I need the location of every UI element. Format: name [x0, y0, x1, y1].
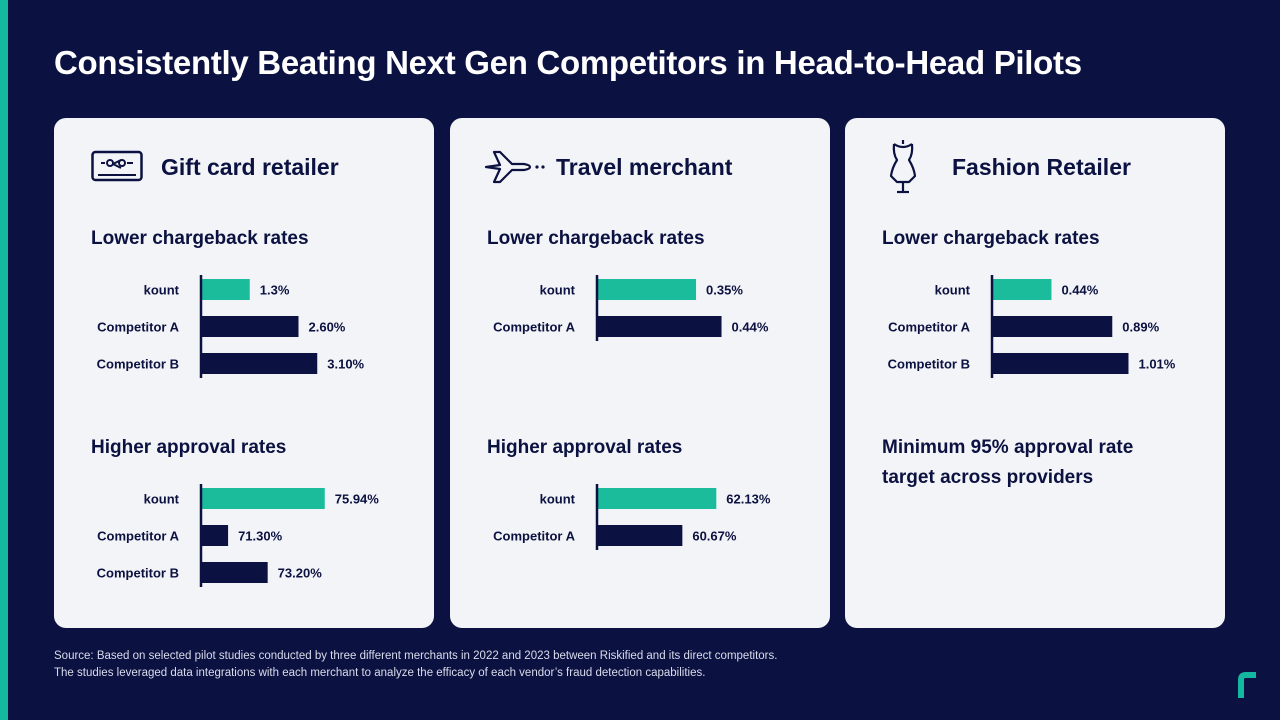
category-label: Competitor B: [97, 566, 179, 581]
approval-chart: kount 62.13% Competitor A 60.67%: [493, 484, 771, 550]
category-label: kount: [540, 283, 576, 298]
card-header: Gift card retailer: [54, 118, 434, 218]
value-label: 60.67%: [692, 529, 737, 544]
category-label: Competitor A: [97, 320, 179, 335]
category-label: kount: [540, 492, 576, 507]
section-title: Lower chargeback rates: [487, 228, 705, 249]
value-label: 2.60%: [309, 320, 346, 335]
gift-card-icon: [91, 150, 143, 187]
section-title: Lower chargeback rates: [91, 228, 309, 249]
approval-chart: kount 75.94% Competitor A 71.30% Competitor …: [97, 484, 380, 587]
bar: [201, 353, 318, 374]
category-label: kount: [144, 492, 180, 507]
value-label: 1.01%: [1138, 357, 1175, 372]
footer-line: The studies leveraged data integrations …: [54, 667, 706, 679]
category-label: Competitor A: [888, 320, 970, 335]
category-label: kount: [935, 283, 971, 298]
value-label: 75.94%: [335, 492, 380, 507]
footer-line: Source: Based on selected pilot studies …: [54, 650, 778, 662]
approval-note: Minimum 95% approval rate target across …: [882, 437, 1134, 488]
card-header: Fashion Retailer: [845, 118, 1225, 218]
bar: [992, 353, 1129, 374]
bar: [597, 279, 697, 300]
card-header: Travel merchant: [450, 118, 830, 218]
airplane-icon: [480, 146, 550, 193]
category-label: Competitor A: [493, 320, 575, 335]
card-fashion-retailer: Fashion Retailer Lower chargeback rates …: [845, 118, 1225, 628]
card-travel-merchant: Travel merchant Lower chargeback rates k…: [450, 118, 830, 628]
value-label: 0.89%: [1122, 320, 1159, 335]
left-accent-bar: [0, 0, 8, 720]
bar: [201, 279, 250, 300]
value-label: 0.44%: [732, 320, 769, 335]
value-label: 73.20%: [278, 566, 323, 581]
value-label: 0.35%: [706, 283, 743, 298]
bar: [597, 316, 722, 337]
bar: [201, 316, 299, 337]
bar: [201, 525, 229, 546]
category-label: Competitor A: [97, 529, 179, 544]
footer-source: Source: Based on selected pilot studies …: [54, 648, 777, 682]
card-gift-card-retailer: Gift card retailer Lower chargeback rate…: [54, 118, 434, 628]
section-title: Higher approval rates: [487, 437, 683, 458]
bar: [201, 488, 325, 509]
card-title: Fashion Retailer: [952, 154, 1131, 180]
card-title: Travel merchant: [556, 154, 733, 180]
bar: [992, 316, 1113, 337]
dress-form-icon: [885, 140, 921, 199]
chargeback-chart: kount 1.3% Competitor A 2.60% Competitor B 3.…: [97, 275, 365, 378]
bar: [201, 562, 268, 583]
section-title: Higher approval rates: [91, 437, 287, 458]
bar: [597, 488, 717, 509]
category-label: Competitor B: [97, 357, 179, 372]
value-label: 71.30%: [238, 529, 283, 544]
riskified-logo-icon: [1236, 670, 1258, 705]
category-label: Competitor B: [888, 357, 970, 372]
value-label: 62.13%: [726, 492, 771, 507]
bar: [992, 279, 1052, 300]
value-label: 3.10%: [327, 357, 364, 372]
section-title: Lower chargeback rates: [882, 228, 1100, 249]
chargeback-chart: kount 0.35% Competitor A 0.44%: [493, 275, 769, 341]
chargeback-chart: kount 0.44% Competitor A 0.89% Competitor B 1…: [888, 275, 1176, 378]
category-label: kount: [144, 283, 180, 298]
page-title: Consistently Beating Next Gen Competitor…: [54, 44, 1082, 81]
category-label: Competitor A: [493, 529, 575, 544]
value-label: 1.3%: [260, 283, 290, 298]
bar: [597, 525, 683, 546]
card-title: Gift card retailer: [161, 154, 339, 180]
value-label: 0.44%: [1061, 283, 1098, 298]
